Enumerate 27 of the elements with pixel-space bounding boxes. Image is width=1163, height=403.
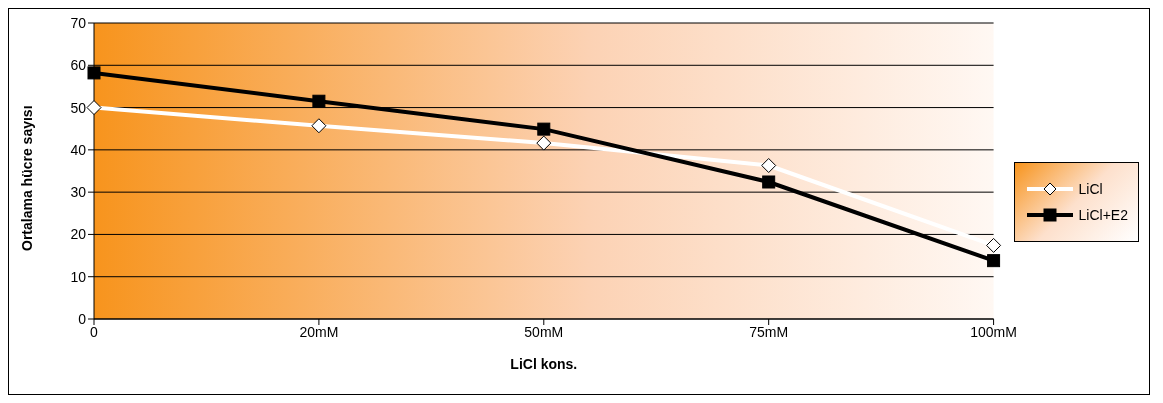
x-tick-label: 0 [90,323,99,340]
point [311,118,327,134]
x-axis-title: LiCl kons. [510,356,578,372]
x-tick-label: 100mM [970,323,1017,340]
y-tick-label: 60 [70,57,87,74]
point [986,237,1002,253]
point [312,94,326,108]
y-axis-title: Ortalama hücre sayısı [18,105,35,251]
legend-label: LiCl+E2 [1078,206,1128,223]
y-tick-label: 40 [70,141,87,158]
y-tick-label: 0 [78,310,87,327]
point [87,66,101,80]
legend-label: LiCl [1078,180,1103,197]
y-tick-label: 20 [70,226,87,243]
point [987,254,1001,268]
y-tick-label: 50 [70,99,87,116]
y-tick-label: 30 [70,184,87,201]
y-tick-label: 70 [70,14,87,31]
point [762,175,776,189]
point [537,122,551,136]
x-tick-label: 20mM [299,323,339,340]
x-tick-label: 50mM [524,323,564,340]
x-tick-label: 75mM [749,323,789,340]
point [536,135,552,151]
y-tick-label: 10 [70,268,87,285]
point [86,100,102,116]
point [761,158,777,173]
